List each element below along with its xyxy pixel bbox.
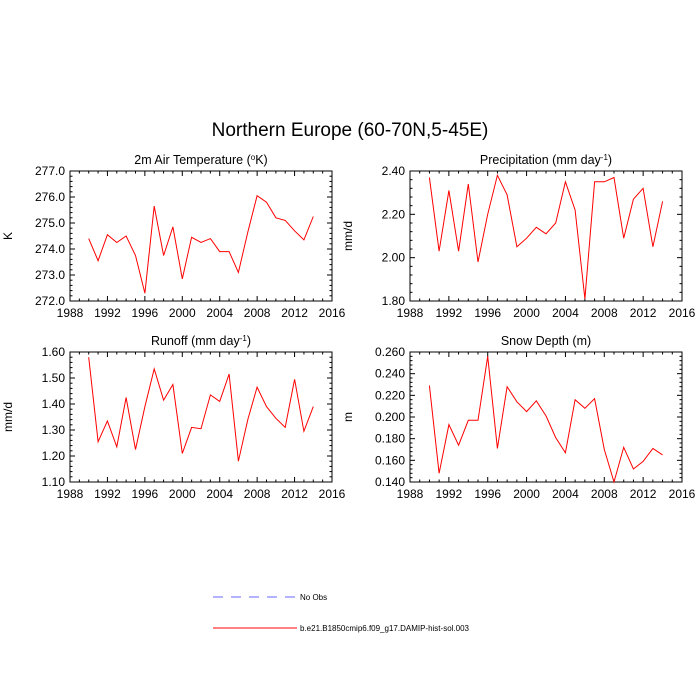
y-tick-label: 0.200 xyxy=(375,410,405,424)
x-tick-label: 2008 xyxy=(591,306,618,320)
y-tick-label: 1.10 xyxy=(42,475,66,489)
main-title: Northern Europe (60-70N,5-45E) xyxy=(212,120,489,141)
y-tick-label: 1.40 xyxy=(42,397,66,411)
panel-3: Runoff (mm day-1) mm/d 1988 1992 1996 2000 200… xyxy=(1,334,346,502)
x-tick-label: 2000 xyxy=(169,487,196,501)
y-tick-label: 0.240 xyxy=(375,367,405,381)
y-tick-label: 1.30 xyxy=(42,423,66,437)
x-tick-label: 2016 xyxy=(669,487,696,501)
x-tick-label: 2000 xyxy=(513,487,540,501)
y-axis-label: K xyxy=(1,232,15,240)
panel-2: Precipitation (mm day-1) mm/d 1988 1992 1996… xyxy=(341,153,696,321)
legend: No Obs b.e21.B1850cmip6.f09_g17.DAMIP-hi… xyxy=(213,593,470,633)
x-tick-label: 2004 xyxy=(552,306,579,320)
y-tick-label: 1.80 xyxy=(382,294,406,308)
y-axis-label: mm/d xyxy=(1,402,15,432)
panel-title: Runoff (mm day-1) xyxy=(151,334,251,349)
panel-title: Precipitation (mm day-1) xyxy=(480,153,612,168)
series-line xyxy=(428,173,664,299)
series-line xyxy=(88,357,314,462)
panels: 2m Air Temperature (oK) K 1988 1992 1996 2000… xyxy=(1,153,696,502)
y-tick-label: 2.20 xyxy=(382,207,406,221)
plot-frame xyxy=(69,351,333,483)
x-tick-label: 1992 xyxy=(436,306,463,320)
y-tick-label: 1.50 xyxy=(42,371,66,385)
series-line xyxy=(428,356,663,484)
panel-1: 2m Air Temperature (oK) K 1988 1992 1996 2000… xyxy=(1,153,346,321)
x-tick-label: 2004 xyxy=(206,306,233,320)
series-line xyxy=(88,194,314,294)
y-tick-label: 276.0 xyxy=(35,190,65,204)
panel-title: 2m Air Temperature (oK) xyxy=(134,153,267,168)
y-tick-label: 274.0 xyxy=(35,242,65,256)
y-tick-label: 0.220 xyxy=(375,388,405,402)
y-tick-label: 2.40 xyxy=(382,164,406,178)
x-tick-label: 1988 xyxy=(397,306,424,320)
x-tick-label: 1992 xyxy=(436,487,463,501)
legend-obs-label: No Obs xyxy=(300,593,327,602)
x-tick-label: 2016 xyxy=(319,306,346,320)
x-tick-label: 1988 xyxy=(57,487,84,501)
x-tick-label: 2012 xyxy=(630,487,657,501)
y-tick-label: 273.0 xyxy=(35,268,65,282)
x-tick-label: 2004 xyxy=(206,487,233,501)
y-tick-label: 0.140 xyxy=(375,475,405,489)
y-tick-label: 277.0 xyxy=(35,164,65,178)
x-tick-label: 2016 xyxy=(669,306,696,320)
x-tick-label: 2000 xyxy=(513,306,540,320)
x-tick-label: 2012 xyxy=(281,487,308,501)
y-tick-label: 0.260 xyxy=(375,345,405,359)
x-tick-label: 1996 xyxy=(474,487,501,501)
x-tick-label: 2008 xyxy=(244,487,271,501)
x-tick-label: 2012 xyxy=(281,306,308,320)
y-tick-label: 0.180 xyxy=(375,432,405,446)
x-tick-label: 2008 xyxy=(244,306,271,320)
y-tick-label: 1.60 xyxy=(42,345,66,359)
x-tick-label: 1996 xyxy=(132,487,159,501)
y-tick-label: 1.20 xyxy=(42,449,66,463)
y-tick-label: 275.0 xyxy=(35,216,65,230)
y-tick-label: 272.0 xyxy=(35,294,65,308)
x-tick-label: 1988 xyxy=(397,487,424,501)
x-tick-label: 1996 xyxy=(132,306,159,320)
x-tick-label: 1992 xyxy=(94,487,121,501)
y-axis-label: mm/d xyxy=(341,221,355,251)
x-tick-label: 1992 xyxy=(94,306,121,320)
legend-model-label: b.e21.B1850cmip6.f09_g17.DAMIP-hist-sol.… xyxy=(300,624,470,633)
y-tick-label: 0.160 xyxy=(375,453,405,467)
x-tick-label: 1988 xyxy=(57,306,84,320)
x-tick-label: 1996 xyxy=(474,306,501,320)
panel-title: Snow Depth (m) xyxy=(501,334,591,348)
x-tick-label: 2004 xyxy=(552,487,579,501)
x-tick-label: 2000 xyxy=(169,306,196,320)
x-tick-label: 2012 xyxy=(630,306,657,320)
y-tick-label: 2.00 xyxy=(382,251,406,265)
x-tick-label: 2016 xyxy=(319,487,346,501)
y-axis-label: m xyxy=(341,412,355,422)
panel-4: Snow Depth (m) m 1988 1992 1996 2000 2004 2008 2… xyxy=(341,334,696,501)
x-tick-label: 2008 xyxy=(591,487,618,501)
